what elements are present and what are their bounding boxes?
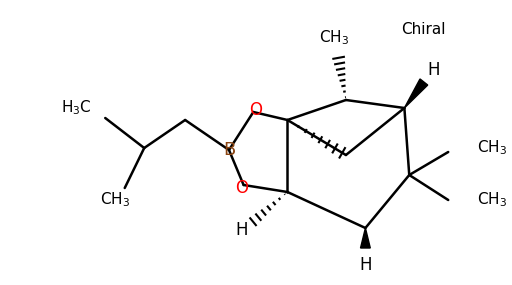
Text: H$_3$C: H$_3$C: [60, 99, 91, 117]
Text: CH$_3$: CH$_3$: [478, 191, 507, 209]
Text: Chiral: Chiral: [401, 23, 446, 38]
Text: H: H: [236, 221, 248, 239]
Text: H: H: [428, 61, 440, 79]
Text: H: H: [359, 256, 372, 274]
Text: B: B: [223, 141, 235, 159]
Text: O: O: [249, 101, 262, 119]
Text: O: O: [235, 179, 248, 197]
Text: CH$_3$: CH$_3$: [319, 29, 349, 47]
Polygon shape: [404, 79, 428, 108]
Polygon shape: [360, 228, 370, 248]
Text: CH$_3$: CH$_3$: [478, 139, 507, 157]
Text: CH$_3$: CH$_3$: [100, 191, 130, 209]
